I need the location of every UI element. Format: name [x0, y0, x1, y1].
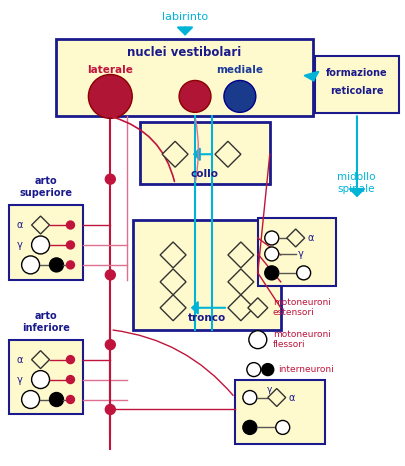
Circle shape	[265, 231, 279, 245]
Text: laterale: laterale	[87, 66, 133, 75]
Text: arto
superiore: arto superiore	[19, 176, 72, 198]
Polygon shape	[32, 350, 49, 369]
Circle shape	[249, 331, 267, 349]
Text: α: α	[17, 355, 23, 364]
Circle shape	[105, 404, 115, 414]
Polygon shape	[160, 295, 186, 321]
Text: motoneuroni
estensori: motoneuroni estensori	[273, 298, 330, 317]
Bar	[9, 340, 83, 414]
Polygon shape	[248, 298, 268, 318]
Text: γ: γ	[298, 249, 303, 259]
Circle shape	[247, 363, 261, 377]
Circle shape	[105, 340, 115, 350]
Text: mediale: mediale	[216, 66, 263, 75]
Text: γ: γ	[17, 240, 23, 250]
Text: interneuroni: interneuroni	[278, 365, 333, 374]
Circle shape	[243, 420, 257, 434]
Polygon shape	[287, 229, 305, 247]
Bar	[235, 380, 324, 445]
Polygon shape	[228, 242, 254, 268]
Text: reticolare: reticolare	[330, 86, 384, 96]
Text: labirinto: labirinto	[162, 12, 208, 21]
Circle shape	[66, 376, 75, 384]
Text: α: α	[289, 392, 295, 403]
Circle shape	[179, 81, 211, 112]
Circle shape	[224, 81, 256, 112]
Text: nuclei vestibolari: nuclei vestibolari	[127, 46, 241, 59]
Bar	[140, 123, 270, 184]
Bar	[133, 220, 281, 330]
Polygon shape	[268, 389, 286, 406]
Bar	[315, 55, 399, 113]
Circle shape	[66, 356, 75, 363]
Text: formazione: formazione	[326, 69, 388, 78]
Circle shape	[49, 258, 64, 272]
Text: α: α	[17, 220, 23, 230]
Circle shape	[243, 391, 257, 404]
Text: collo: collo	[191, 169, 219, 179]
Circle shape	[49, 392, 64, 406]
Text: arto
inferiore: arto inferiore	[22, 311, 70, 333]
Circle shape	[32, 236, 49, 254]
Circle shape	[265, 247, 279, 261]
Polygon shape	[162, 141, 188, 167]
Circle shape	[105, 174, 115, 184]
Circle shape	[66, 221, 75, 229]
Circle shape	[21, 391, 40, 409]
Bar	[55, 39, 313, 116]
Circle shape	[105, 270, 115, 280]
Text: γ: γ	[267, 385, 273, 394]
Circle shape	[32, 370, 49, 389]
Circle shape	[66, 241, 75, 249]
Polygon shape	[32, 216, 49, 234]
Polygon shape	[160, 242, 186, 268]
Circle shape	[88, 75, 132, 118]
Circle shape	[265, 266, 279, 280]
Text: midollo
spinale: midollo spinale	[337, 172, 376, 194]
Polygon shape	[228, 269, 254, 295]
Circle shape	[297, 266, 311, 280]
Circle shape	[66, 261, 75, 269]
Circle shape	[66, 396, 75, 404]
Circle shape	[262, 363, 274, 376]
Bar	[258, 218, 335, 286]
Text: tronco: tronco	[188, 313, 226, 323]
Polygon shape	[228, 295, 254, 321]
Text: α: α	[308, 233, 314, 243]
Circle shape	[21, 256, 40, 274]
Text: γ: γ	[17, 375, 23, 384]
Polygon shape	[160, 269, 186, 295]
Text: motoneuroni
flessori: motoneuroni flessori	[273, 330, 330, 350]
Polygon shape	[215, 141, 241, 167]
Bar	[9, 205, 83, 280]
Circle shape	[276, 420, 290, 434]
